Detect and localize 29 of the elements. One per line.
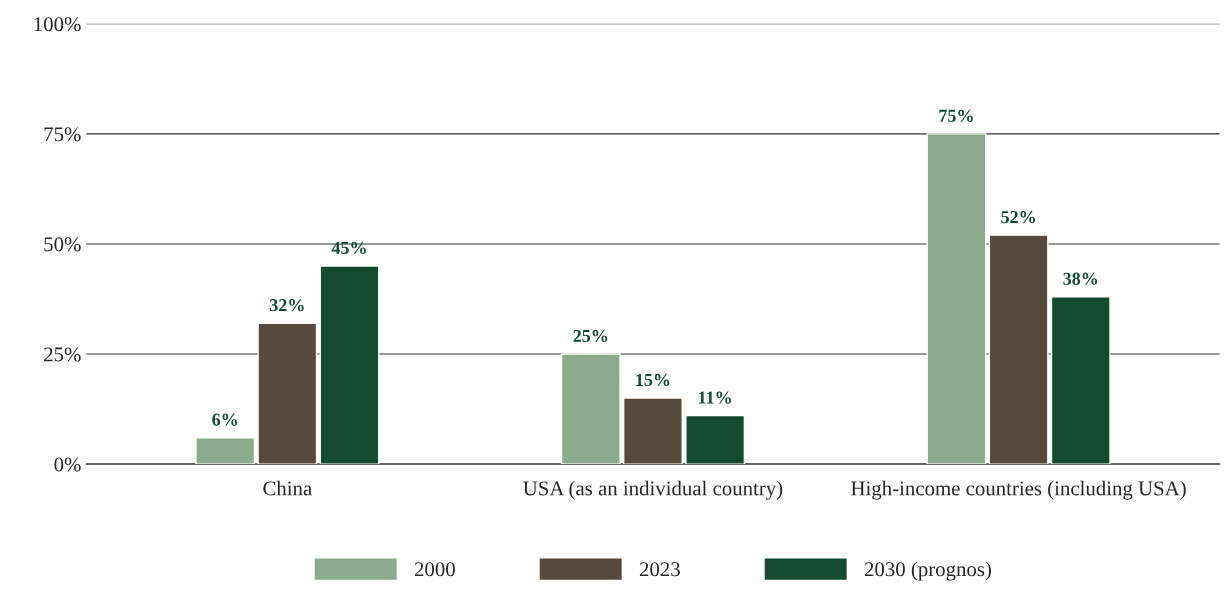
bar [1050, 296, 1111, 465]
data-label: 6% [212, 413, 238, 426]
bar [257, 322, 318, 465]
x-tick-label: China [263, 480, 312, 496]
y-tick-label: 50% [44, 237, 81, 252]
x-tick-label: USA (as an individual country) [523, 480, 783, 500]
bar [319, 265, 380, 465]
x-tick-label: High-income countries (including USA) [851, 480, 1186, 500]
bar [988, 234, 1049, 465]
data-label: 25% [573, 329, 608, 343]
y-tick-label: 75% [44, 127, 81, 142]
bar [623, 397, 683, 465]
y-tick-label: 100% [34, 17, 81, 32]
bar [195, 436, 256, 465]
data-label: 38% [1063, 272, 1098, 285]
bar [926, 133, 987, 465]
data-label: 45% [331, 241, 366, 255]
data-label: 75% [939, 109, 973, 122]
data-label: 11% [699, 391, 731, 404]
bar [560, 353, 621, 465]
y-tick-label: 0% [54, 457, 81, 472]
y-tick-label: 25% [44, 347, 81, 362]
legend-label: 2023 [639, 562, 680, 577]
data-label: 15% [636, 373, 670, 387]
data-label: 52% [1001, 210, 1035, 224]
data-label: 32% [269, 299, 304, 312]
bar [685, 414, 746, 465]
legend-label: 2030 (prognos) [864, 561, 991, 581]
legend-label: 2000 [414, 562, 455, 577]
